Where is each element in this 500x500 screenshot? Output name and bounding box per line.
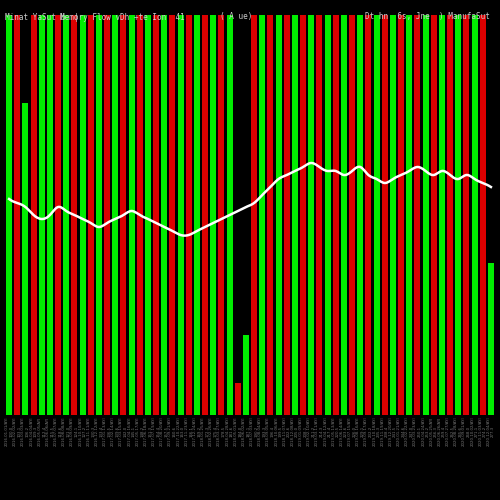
Bar xyxy=(382,15,388,415)
Bar xyxy=(276,15,281,415)
Bar xyxy=(398,15,404,415)
Bar xyxy=(406,15,412,415)
Bar xyxy=(300,15,306,415)
Bar xyxy=(104,15,110,415)
Bar xyxy=(292,15,298,415)
Bar xyxy=(358,15,363,415)
Bar xyxy=(480,15,486,415)
Bar xyxy=(366,15,372,415)
Bar xyxy=(210,15,216,415)
Text: Minat YaSut b  |: Minat YaSut b | xyxy=(5,12,79,22)
Bar xyxy=(120,15,126,415)
Bar xyxy=(112,15,118,415)
Bar xyxy=(218,15,224,415)
Bar xyxy=(439,15,445,415)
Bar xyxy=(464,15,469,415)
Bar xyxy=(30,15,36,415)
Bar xyxy=(145,15,151,415)
Bar xyxy=(153,15,159,415)
Bar xyxy=(39,15,44,415)
Bar xyxy=(308,15,314,415)
Bar xyxy=(447,15,453,415)
Bar xyxy=(186,15,192,415)
Bar xyxy=(260,15,265,415)
Bar xyxy=(96,15,102,415)
Bar xyxy=(55,15,61,415)
Bar xyxy=(22,103,28,415)
Bar xyxy=(194,15,200,415)
Bar xyxy=(14,15,20,415)
Bar xyxy=(422,15,428,415)
Bar xyxy=(137,15,142,415)
Bar xyxy=(6,15,12,415)
Bar xyxy=(226,15,232,415)
Bar xyxy=(374,15,380,415)
Bar xyxy=(243,335,249,415)
Bar xyxy=(80,15,86,415)
Bar xyxy=(341,15,347,415)
Bar xyxy=(162,15,167,415)
Bar xyxy=(64,15,69,415)
Bar xyxy=(456,15,461,415)
Bar xyxy=(333,15,338,415)
Bar xyxy=(268,15,274,415)
Bar xyxy=(72,15,78,415)
Bar xyxy=(170,15,175,415)
Bar xyxy=(390,15,396,415)
Text: Dt hn  6s, Jne  ) ManufaSut: Dt hn 6s, Jne ) ManufaSut xyxy=(365,12,490,22)
Bar xyxy=(284,15,290,415)
Text: ( A ue): ( A ue) xyxy=(220,12,252,22)
Bar xyxy=(324,15,330,415)
Bar xyxy=(316,15,322,415)
Bar xyxy=(472,15,478,415)
Bar xyxy=(202,15,208,415)
Bar xyxy=(431,15,436,415)
Text: Dh +te Ion  41: Dh +te Ion 41 xyxy=(120,12,185,22)
Bar xyxy=(235,383,240,415)
Bar xyxy=(251,15,257,415)
Text: Memory Flow v: Memory Flow v xyxy=(60,12,120,22)
Bar xyxy=(349,15,355,415)
Bar xyxy=(128,15,134,415)
Bar xyxy=(414,15,420,415)
Bar xyxy=(488,263,494,415)
Bar xyxy=(88,15,94,415)
Bar xyxy=(178,15,184,415)
Bar xyxy=(47,15,53,415)
